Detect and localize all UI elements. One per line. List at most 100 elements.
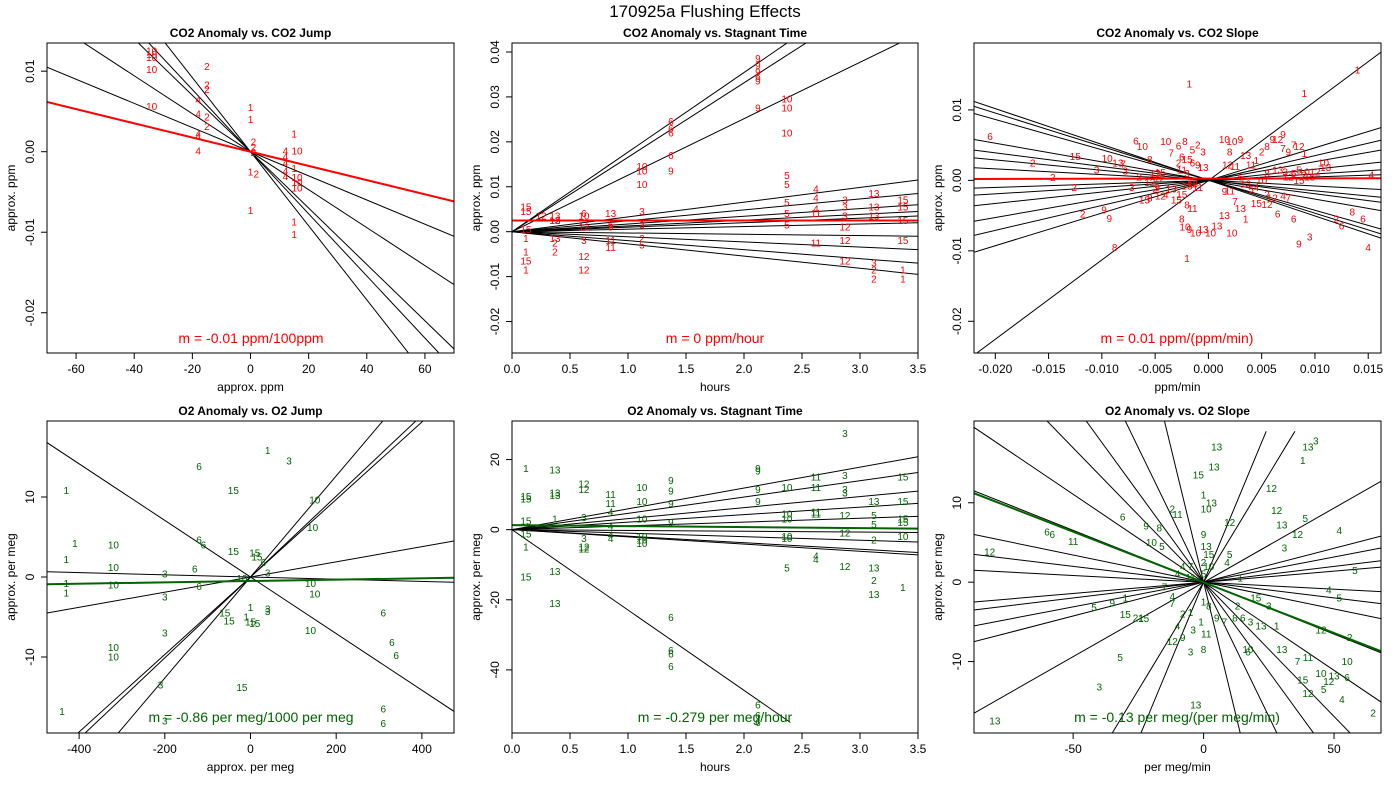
data-point-label: 13 bbox=[1112, 158, 1124, 169]
data-point-label: 15 bbox=[251, 553, 263, 564]
data-point-label: 10 bbox=[146, 50, 158, 61]
x-tick-label: 200 bbox=[326, 742, 346, 756]
data-point-label: 12 bbox=[578, 252, 590, 263]
data-point-label: 5 bbox=[784, 209, 790, 220]
data-point-label: 13 bbox=[549, 491, 561, 502]
regression-line bbox=[512, 215, 918, 233]
chart-title: CO2 Anomaly vs. CO2 Jump bbox=[170, 26, 332, 40]
x-tick-label: 40 bbox=[360, 362, 374, 376]
data-point-label: 13 bbox=[1190, 701, 1202, 712]
data-point-label: 3 bbox=[1096, 682, 1102, 693]
data-point-label: 9 bbox=[668, 167, 674, 178]
data-point-label: 12 bbox=[578, 265, 590, 276]
data-point-label: 9 bbox=[755, 54, 761, 65]
data-point-label: 2 bbox=[1259, 148, 1265, 159]
data-point-label: 9 bbox=[1270, 135, 1276, 146]
data-point-label: 5 bbox=[784, 220, 790, 231]
data-point-label: 13 bbox=[549, 599, 561, 610]
regression-line bbox=[512, 43, 901, 233]
data-point-label: 4 bbox=[608, 508, 614, 519]
x-tick-label: 2.0 bbox=[736, 362, 753, 376]
data-point-label: 4 bbox=[195, 129, 201, 140]
data-point-label: 10 bbox=[1179, 222, 1191, 233]
data-point-label: 4 bbox=[1326, 586, 1332, 597]
data-point-label: 15 bbox=[520, 516, 532, 527]
data-point-label: 10 bbox=[1201, 505, 1213, 516]
data-point-label: 6 bbox=[1245, 648, 1251, 659]
data-point-label: 10 bbox=[578, 211, 590, 222]
data-point-label: 15 bbox=[1251, 199, 1263, 210]
chart-title: O2 Anomaly vs. O2 Slope bbox=[1105, 404, 1250, 418]
x-axis-label: ppm/min bbox=[1154, 380, 1200, 394]
data-point-label: 2 bbox=[1080, 210, 1086, 221]
data-point-label: 1 bbox=[1198, 617, 1204, 628]
data-point-label: 12 bbox=[1323, 677, 1335, 688]
data-point-label: 7 bbox=[1168, 148, 1174, 159]
data-point-label: 1 bbox=[248, 115, 254, 126]
data-point-label: 12 bbox=[1224, 518, 1236, 529]
regression-line bbox=[512, 210, 918, 233]
data-point-label: 1 bbox=[1254, 156, 1260, 167]
data-point-label: 10 bbox=[897, 532, 909, 543]
data-point-label: 4 bbox=[1339, 695, 1345, 706]
data-point-label: 3 bbox=[842, 196, 848, 207]
x-tick-label: -40 bbox=[126, 362, 144, 376]
data-point-label: 11 bbox=[605, 490, 616, 501]
x-tick-label: 0.000 bbox=[1193, 362, 1223, 376]
y-tick-label: -0.02 bbox=[488, 308, 502, 336]
data-point-label: 6 bbox=[1179, 153, 1185, 164]
regression-line bbox=[512, 179, 918, 233]
data-point-label: 15 bbox=[224, 617, 236, 628]
data-point-label: 1 bbox=[900, 274, 906, 285]
data-point-label: 3 bbox=[842, 471, 848, 482]
data-point-label: 11 bbox=[811, 209, 822, 220]
data-point-label: 5 bbox=[784, 198, 790, 209]
data-point-label: 9 bbox=[1238, 135, 1244, 146]
data-point-label: 2 bbox=[204, 80, 210, 91]
data-point-label: 3 bbox=[1094, 165, 1100, 176]
data-point-label: 3 bbox=[162, 569, 168, 580]
data-point-label: 15 bbox=[1139, 196, 1151, 207]
data-point-label: 10 bbox=[309, 496, 321, 507]
data-point-label: 10 bbox=[1226, 229, 1238, 240]
data-point-label: 1 bbox=[63, 486, 69, 497]
data-point-label: 10 bbox=[146, 102, 158, 113]
data-point-label: 5 bbox=[1159, 542, 1165, 553]
y-tick-label: 0 bbox=[23, 573, 37, 580]
data-point-label: 10 bbox=[781, 509, 793, 520]
data-point-label: 9 bbox=[1201, 530, 1207, 541]
data-point-label: 2 bbox=[871, 265, 877, 276]
regression-line bbox=[512, 490, 918, 531]
data-point-label: 2 bbox=[552, 238, 558, 249]
data-point-label: 9 bbox=[755, 68, 761, 79]
data-point-label: 12 bbox=[578, 223, 590, 234]
data-point-label: 1 bbox=[1302, 89, 1308, 100]
data-point-label: 4 bbox=[813, 555, 819, 566]
x-tick-label: 20 bbox=[302, 362, 316, 376]
data-point-label: 3 bbox=[639, 207, 645, 218]
data-point-label: 6 bbox=[668, 128, 674, 139]
regression-line bbox=[512, 529, 918, 556]
data-point-label: 7 bbox=[1162, 582, 1168, 593]
data-point-label: 8 bbox=[1201, 645, 1207, 656]
data-point-label: 2 bbox=[1195, 141, 1201, 152]
data-point-label: 7 bbox=[1170, 599, 1176, 610]
data-point-label: 3 bbox=[1307, 232, 1313, 243]
data-point-label: 11 bbox=[1246, 160, 1257, 171]
data-point-label: 1 bbox=[1243, 215, 1249, 226]
data-point-label: 1 bbox=[1274, 621, 1280, 632]
data-point-label: 4 bbox=[195, 132, 201, 143]
data-point-label: 8 bbox=[1179, 215, 1185, 226]
data-point-label: 6 bbox=[389, 638, 395, 649]
data-point-label: 5 bbox=[1291, 169, 1297, 180]
data-point-label: 15 bbox=[520, 573, 532, 584]
y-axis-label: approx. ppm bbox=[931, 165, 945, 232]
regression-line bbox=[974, 127, 1381, 253]
data-point-label: 11 bbox=[1225, 186, 1236, 197]
data-point-label: 13 bbox=[1302, 443, 1314, 454]
data-point-label: 3 bbox=[842, 211, 848, 222]
data-point-label: 9 bbox=[755, 466, 761, 477]
data-point-label: 7 bbox=[1280, 144, 1286, 155]
data-point-label: 7 bbox=[1120, 160, 1126, 171]
